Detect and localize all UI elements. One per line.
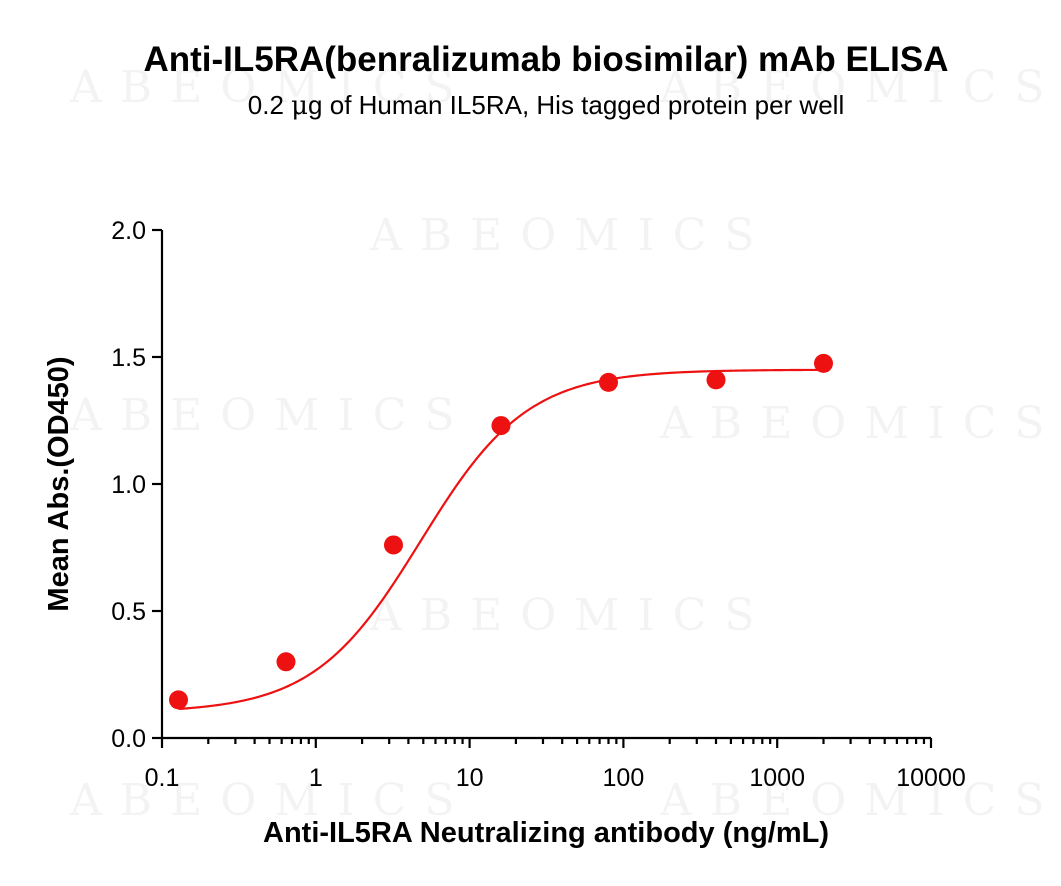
- y-tick-label: 1.0: [111, 471, 146, 499]
- watermark-text: ABEOMICS: [69, 62, 473, 113]
- y-tick-label: 1.5: [111, 344, 146, 372]
- data-point: [383, 535, 403, 555]
- watermark-text: ABEOMICS: [659, 62, 1061, 113]
- watermark-text: ABEOMICS: [659, 398, 1061, 449]
- y-tick-label: 2.0: [111, 217, 146, 245]
- watermark-text: ABEOMICS: [369, 210, 773, 261]
- x-tick-label: 10: [456, 764, 484, 792]
- x-tick-label: 1: [309, 764, 323, 792]
- watermark-text: ABEOMICS: [69, 775, 473, 826]
- x-tick-label: 0.1: [145, 764, 180, 792]
- subtitle-suffix: g of Human IL5RA, His tagged protein per…: [308, 90, 844, 120]
- y-axis-ticks: 0.0 0.5 1.0 1.5 2.0: [111, 217, 162, 753]
- x-axis-ticks: 0.1 1 10 100 1000 10000: [145, 738, 966, 792]
- data-point: [598, 372, 618, 392]
- watermark-text: ABEOMICS: [659, 775, 1061, 826]
- y-axis-title: Mean Abs.(OD450): [43, 356, 75, 611]
- y-tick-label: 0.0: [111, 725, 146, 753]
- x-tick-label: 10000: [896, 764, 966, 792]
- x-tick-label: 100: [603, 764, 645, 792]
- subtitle-mu: μ: [291, 91, 308, 121]
- chart-subtitle: 0.2 μg of Human IL5RA, His tagged protei…: [248, 90, 844, 121]
- chart-title: Anti-IL5RA(benralizumab biosimilar) mAb …: [143, 40, 948, 79]
- x-axis-title: Anti-IL5RA Neutralizing antibody (ng/mL): [263, 817, 829, 849]
- data-point: [491, 416, 511, 436]
- x-tick-label: 1000: [749, 764, 805, 792]
- y-tick-label: 0.5: [111, 598, 146, 626]
- subtitle-prefix: 0.2: [248, 90, 291, 120]
- data-point: [706, 370, 726, 390]
- watermark-text: ABEOMICS: [69, 390, 473, 441]
- data-points: [168, 353, 833, 710]
- data-point: [813, 353, 833, 373]
- watermark-group: ABEOMICS ABEOMICS ABEOMICS ABEOMICS ABEOMICS…: [69, 62, 1061, 826]
- watermark-text: ABEOMICS: [369, 590, 773, 641]
- data-point: [168, 690, 188, 710]
- data-point: [276, 652, 296, 672]
